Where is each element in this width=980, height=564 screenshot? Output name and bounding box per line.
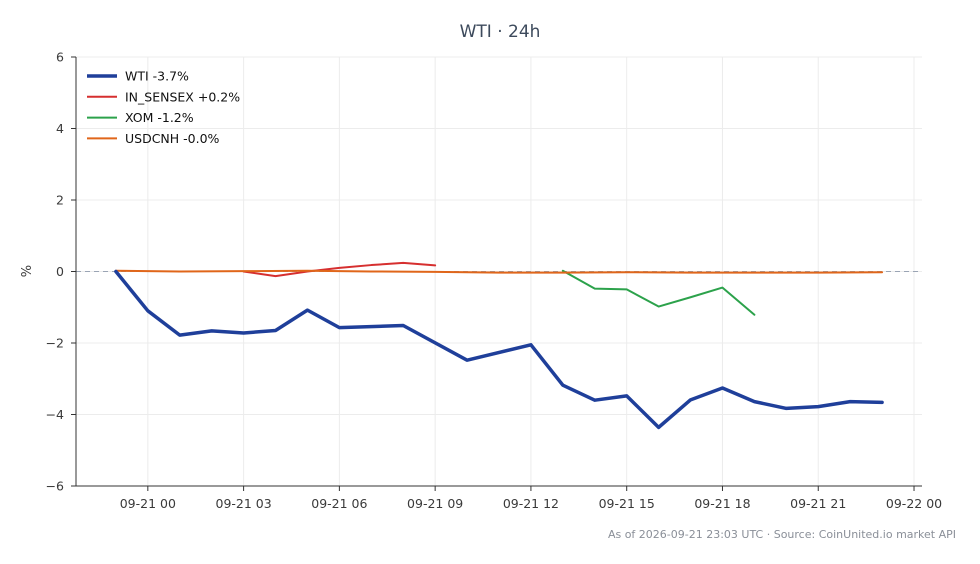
series-line-2: [561, 269, 756, 316]
legend-entry-label: XOM -1.2%: [125, 110, 194, 125]
x-tick-label: 09-21 09: [407, 496, 463, 511]
y-tick-label: 0: [56, 264, 64, 279]
source-note: As of 2026-09-21 23:03 UTC · Source: Coi…: [608, 528, 956, 541]
x-tick-label: 09-21 18: [694, 496, 750, 511]
series-line-1: [242, 261, 437, 278]
x-tick-label: 09-21 15: [599, 496, 655, 511]
y-tick-label: 2: [56, 193, 64, 208]
y-axis-label: %: [20, 265, 35, 277]
x-tick-label: 09-21 00: [120, 496, 176, 511]
y-tick-label: 4: [56, 121, 64, 136]
legend: WTI -3.7% IN_SENSEX +0.2% XOM -1.2% USDCNH …: [87, 69, 240, 146]
x-tick-label: 09-21 06: [311, 496, 367, 511]
legend-entry-label: IN_SENSEX +0.2%: [125, 89, 240, 104]
series-line-0: [114, 269, 884, 430]
y-tick-label: −2: [46, 336, 64, 351]
x-tick-label: 09-22 00: [886, 496, 942, 511]
x-tick-label: 09-21 21: [790, 496, 846, 511]
series-line-3: [114, 269, 884, 274]
chart-title: WTI · 24h: [460, 22, 541, 42]
y-tick-label: −6: [46, 479, 64, 494]
y-tick-label: 6: [56, 50, 64, 65]
x-tick-label: 09-21 03: [216, 496, 272, 511]
legend-entry-label: WTI -3.7%: [125, 69, 189, 84]
y-tick-label: −4: [46, 407, 64, 422]
axes: 6 4 2 0 −2 −4 −6 09-21 00 09-21 03 09-21 06 09-21 …: [46, 50, 943, 512]
x-tick-label: 09-21 12: [503, 496, 559, 511]
legend-entry-label: USDCNH -0.0%: [125, 131, 220, 146]
series-lines: [114, 261, 884, 430]
